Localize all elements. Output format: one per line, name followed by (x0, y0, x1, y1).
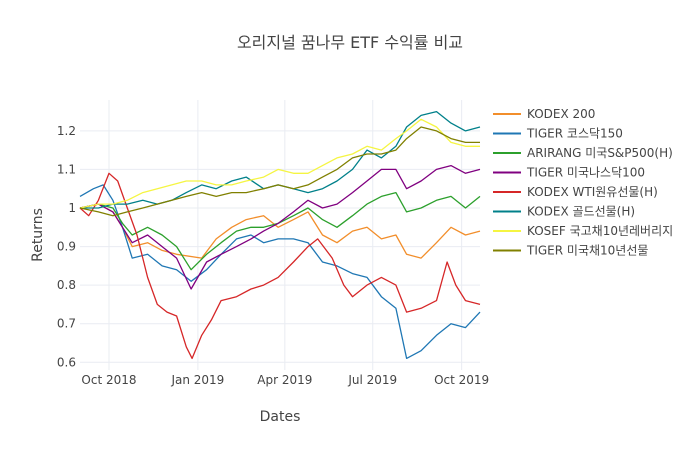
legend-item-label: KODEX 골드선물(H) (527, 205, 635, 219)
series-line (79, 126, 480, 217)
series-lines (79, 110, 481, 360)
legend-item-label: TIGER 미국나스닥100 (526, 166, 645, 180)
legend-item-label: KODEX 200 (527, 107, 595, 121)
x-axis-ticks: Oct 2018 Jan 2019 Apr 2019 Jul 2019 Oct 2019 (81, 373, 489, 387)
legend-item-label: TIGER 코스닥150 (526, 127, 623, 141)
y-tick-label: 0.9 (57, 240, 76, 254)
plot-area (79, 100, 481, 370)
y-tick-label: 0.7 (57, 317, 76, 331)
x-gridlines (108, 100, 463, 370)
y-tick-label: 1.2 (57, 124, 76, 138)
chart-title: 오리지널 꿈나무 ETF 수익률 비교 (237, 33, 463, 52)
y-tick-label: 1 (68, 201, 76, 215)
x-tick-label: Oct 2019 (434, 373, 489, 387)
legend-item-label: ARIRANG 미국S&P500(H) (527, 146, 673, 160)
y-axis-ticks: 0.6 0.7 0.8 0.9 1 1.1 1.2 (57, 124, 76, 369)
y-axis-title: Returns (30, 208, 46, 262)
series-line (79, 172, 481, 360)
legend-item-label: KOSEF 국고채10년레버리지 (527, 224, 673, 238)
legend: KODEX 200 TIGER 코스닥150 ARIRANG 미국S&P500(H)… (493, 107, 673, 258)
x-tick-label: Jan 2019 (170, 373, 224, 387)
series-line (79, 164, 481, 290)
x-tick-label: Oct 2018 (81, 373, 136, 387)
y-tick-label: 0.6 (57, 355, 76, 369)
x-tick-label: Jul 2019 (347, 373, 397, 387)
x-axis-title: Dates (260, 409, 301, 425)
series-line (79, 184, 481, 360)
y-tick-label: 0.8 (57, 278, 76, 292)
legend-item-label: TIGER 미국채10년선물 (526, 244, 648, 258)
y-tick-label: 1.1 (57, 162, 76, 176)
series-line (79, 118, 480, 209)
legend-item-label: KODEX WTI원유선물(H) (527, 185, 658, 199)
x-tick-label: Apr 2019 (257, 373, 312, 387)
